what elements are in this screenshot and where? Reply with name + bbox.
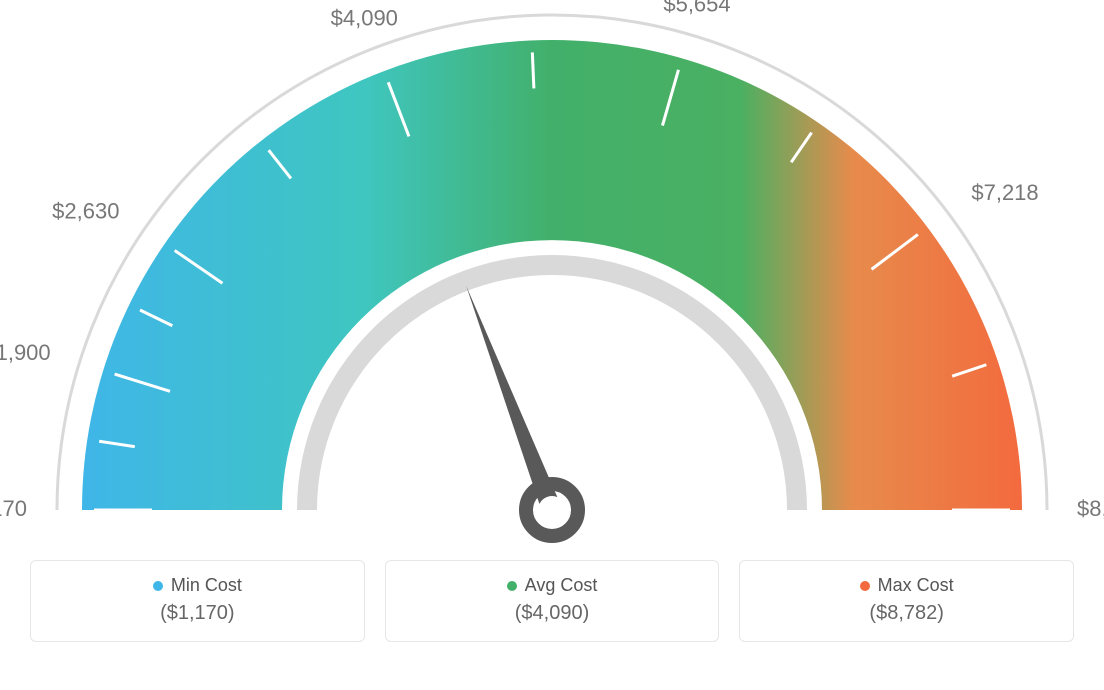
legend-min-title: Min Cost bbox=[153, 575, 242, 596]
gauge-tick-label: $1,170 bbox=[0, 496, 27, 521]
legend-label: Min Cost bbox=[171, 575, 242, 596]
gauge-tick-label: $8,782 bbox=[1077, 496, 1104, 521]
legend-max-title: Max Cost bbox=[860, 575, 954, 596]
gauge-tick-label: $4,090 bbox=[331, 6, 398, 31]
legend-label: Max Cost bbox=[878, 575, 954, 596]
legend-avg-value: ($4,090) bbox=[396, 602, 709, 625]
legend-min-value: ($1,170) bbox=[41, 602, 354, 625]
bullet-icon bbox=[153, 581, 163, 591]
bullet-icon bbox=[507, 581, 517, 591]
legend-label: Avg Cost bbox=[525, 575, 598, 596]
legend-max-value: ($8,782) bbox=[750, 602, 1063, 625]
legend-avg-cost: Avg Cost ($4,090) bbox=[385, 560, 720, 642]
legend-row: Min Cost ($1,170) Avg Cost ($4,090) Max … bbox=[0, 560, 1104, 642]
legend-avg-title: Avg Cost bbox=[507, 575, 598, 596]
legend-min-cost: Min Cost ($1,170) bbox=[30, 560, 365, 642]
gauge-chart: $1,170 $1,900 $2,630 $4,090 $5,654 $7,218 $8,7… bbox=[0, 0, 1104, 560]
gauge-tick-label: $5,654 bbox=[663, 0, 730, 16]
gauge-tick-label: $2,630 bbox=[52, 198, 119, 223]
gauge-tick-label: $1,900 bbox=[0, 340, 51, 365]
bullet-icon bbox=[860, 581, 870, 591]
gauge-tick-label: $7,218 bbox=[971, 180, 1038, 205]
legend-max-cost: Max Cost ($8,782) bbox=[739, 560, 1074, 642]
